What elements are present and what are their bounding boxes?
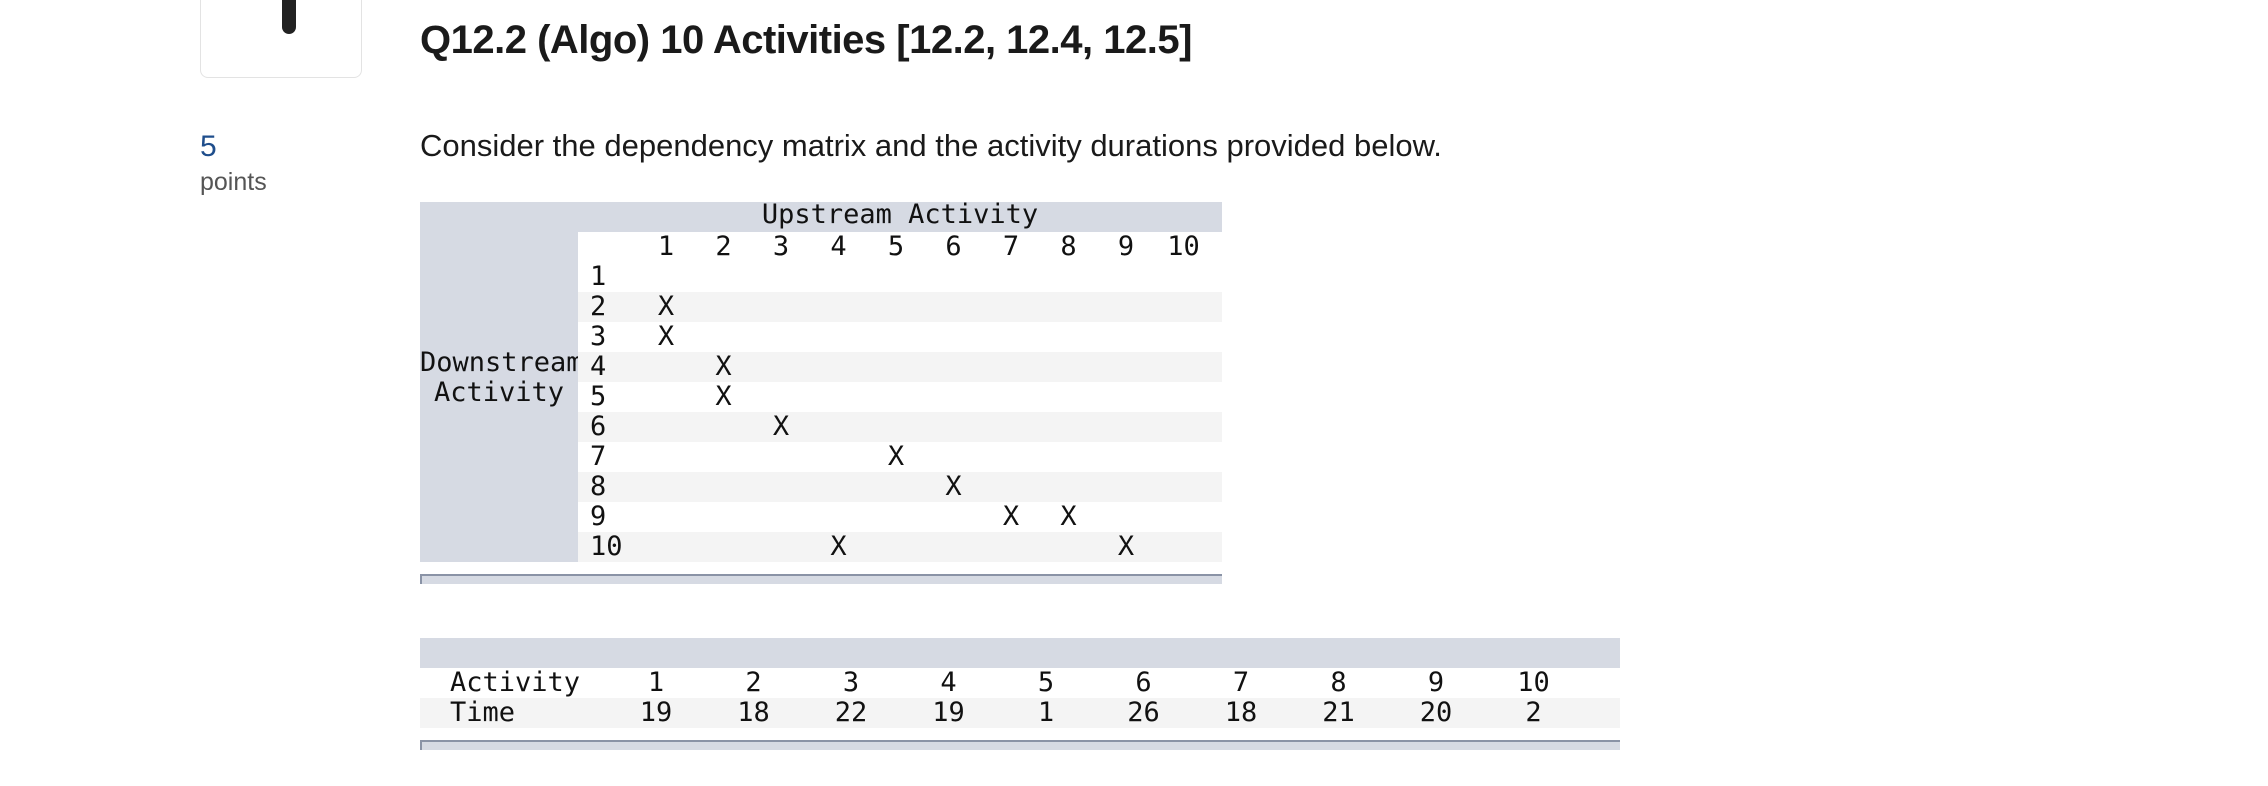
downstream-activity-title-line1: Downstream (420, 347, 583, 378)
matrix-column-header: 7 (1002, 231, 1020, 262)
activity-number: 4 (940, 667, 957, 698)
activity-row (420, 668, 1620, 698)
matrix-dependency-mark: X (1060, 501, 1077, 532)
matrix-row-header-band (420, 202, 578, 562)
activity-number: 3 (842, 667, 860, 698)
matrix-row-stripe (578, 472, 1222, 502)
matrix-row-stripe (578, 412, 1222, 442)
matrix-dependency-mark: X (1117, 531, 1135, 562)
activity-time: 20 (1419, 697, 1453, 728)
matrix-row-header: 1 (590, 261, 607, 292)
matrix-dependency-mark: X (657, 291, 675, 322)
activity-time: 1 (1037, 697, 1055, 728)
activity-time: 18 (1224, 697, 1258, 728)
matrix-column-header: 8 (1060, 231, 1077, 262)
matrix-column-header: 3 (772, 231, 790, 262)
time-row-label: Time (450, 697, 516, 728)
question-number-box (200, 0, 362, 78)
matrix-column-header: 4 (830, 231, 847, 262)
activity-number: 1 (647, 667, 665, 698)
matrix-dependency-mark: X (715, 351, 732, 382)
question-prompt: Consider the dependency matrix and the a… (420, 128, 1442, 163)
activity-number: 9 (1427, 667, 1445, 698)
matrix-column-header-band (578, 202, 1222, 232)
matrix-row-stripe (578, 292, 1222, 322)
matrix-dependency-mark: X (657, 321, 675, 352)
activity-number: 5 (1037, 667, 1055, 698)
matrix-row-stripe (578, 352, 1222, 382)
points-value: 5 (200, 130, 217, 163)
matrix-dependency-mark: X (715, 381, 732, 412)
activity-number: 8 (1330, 667, 1347, 698)
duration-header-band (420, 638, 1620, 668)
matrix-row-header: 3 (590, 321, 607, 352)
activity-number: 7 (1232, 667, 1250, 698)
activity-time: 2 (1525, 697, 1542, 728)
activity-time: 19 (932, 697, 965, 728)
upstream-activity-title: Upstream Activity (761, 199, 1039, 230)
bookmark-icon[interactable] (282, 0, 296, 34)
activity-number: 2 (745, 667, 762, 698)
matrix-row-header: 7 (590, 441, 607, 472)
matrix-dependency-mark: X (1002, 501, 1020, 532)
activity-number: 10 (1517, 667, 1550, 698)
matrix-bottom-rule (420, 574, 1222, 584)
matrix-dependency-mark: X (772, 411, 790, 442)
matrix-dependency-mark: X (830, 531, 847, 562)
matrix-column-header: 2 (715, 231, 732, 262)
matrix-row-header: 8 (590, 471, 607, 502)
matrix-row-header: 5 (590, 381, 607, 412)
matrix-column-header: 9 (1117, 231, 1135, 262)
downstream-activity-title-line2: Activity (433, 377, 565, 408)
matrix-column-header: 5 (887, 231, 905, 262)
matrix-column-header: 10 (1167, 231, 1200, 262)
matrix-row-header: 10 (590, 531, 623, 562)
matrix-row-header: 4 (590, 351, 607, 382)
matrix-row-header: 2 (590, 291, 607, 322)
matrix-dependency-mark: X (887, 441, 905, 472)
activity-time: 18 (737, 697, 770, 728)
duration-table: Activity Time 1 2 3 4 5 6 7 8 9 10 19 18 22 19 1 26 18 21… (420, 638, 1620, 728)
time-row (420, 698, 1620, 728)
points-label: points (200, 168, 267, 196)
activity-time: 26 (1127, 697, 1160, 728)
activity-time: 19 (639, 697, 673, 728)
matrix-row-header: 6 (590, 411, 607, 442)
activity-number: 6 (1135, 667, 1152, 698)
matrix-dependency-mark: X (945, 471, 962, 502)
question-title: Q12.2 (Algo) 10 Activities [12.2, 12.4, … (420, 18, 1192, 62)
activity-time: 21 (1322, 697, 1355, 728)
matrix-column-header: 6 (945, 231, 962, 262)
matrix-column-header: 1 (657, 231, 675, 262)
matrix-row-header: 9 (590, 501, 607, 532)
activity-time: 22 (834, 697, 868, 728)
activity-row-label: Activity (450, 667, 581, 698)
matrix-row-stripe (578, 532, 1222, 562)
duration-bottom-rule (420, 740, 1620, 750)
